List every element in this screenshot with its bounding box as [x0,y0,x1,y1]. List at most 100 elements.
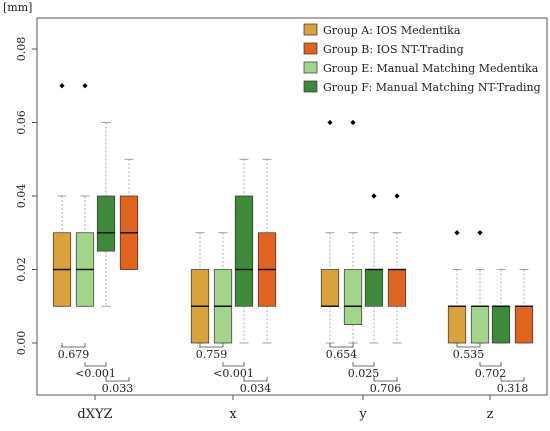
outlier-point [371,193,377,199]
box-dXYZ-B [119,158,139,270]
box-x-B [257,158,277,344]
bracket-line [479,362,502,367]
box-x-E [213,232,233,344]
x-category-label: z [487,407,494,422]
bracket-line [199,343,224,348]
bracket-line [61,343,86,348]
p-value-bracket: 0.654 [326,343,358,361]
box-body [234,195,254,307]
bracket-line [352,362,375,367]
y-axis-unit-label: [mm] [3,1,32,14]
outlier-point [82,83,88,89]
box-y-E [343,119,363,344]
outlier-point [327,119,333,126]
bracket-line [329,343,354,348]
legend-entry: Group A: IOS Medentika [303,23,461,37]
boxes-layer [52,83,534,344]
y-tick-label: 0.02 [15,257,28,282]
box-body [514,305,534,344]
p-value-brackets: 0.679 <0.001 0.033 0.759 <0.001 0.034 0.654 0.0… [58,343,529,395]
bracket-line [500,377,525,382]
outlier-point [59,83,65,89]
legend-entry: Group B: IOS NT-Trading [303,42,464,56]
legend-swatch [303,80,318,93]
p-value-bracket: 0.025 [348,362,380,380]
p-value-bracket: 0.679 [58,343,90,361]
box-body [470,305,490,344]
legend-label: Group F: Manual Matching NT-Trading [323,81,541,94]
p-value-bracket: <0.001 [213,362,254,380]
box-body [447,305,467,344]
box-z-F [491,269,511,344]
box-body [320,269,340,307]
p-value-label: 0.034 [240,382,272,395]
y-tick-label: 0.00 [15,331,28,356]
legend-swatch [303,61,318,74]
p-value-label: 0.318 [497,382,529,395]
y-tick-label: 0.08 [15,37,28,62]
box-y-B [387,193,407,344]
bracket-line [105,377,130,382]
x-category-label: dXYZ [77,407,112,422]
bracket-line [373,377,398,382]
p-value-bracket: 0.033 [102,377,134,395]
p-value-label: 0.025 [348,367,380,380]
bracket-line [84,362,107,367]
p-value-bracket: 0.034 [240,377,272,395]
legend: Group A: IOS Medentika Group B: IOS NT-Tr… [303,23,541,94]
box-dXYZ-F [96,122,116,307]
p-value-bracket: 0.318 [497,377,529,395]
legend-label: Group A: IOS Medentika [323,24,461,37]
box-z-E [470,230,490,344]
box-body [343,269,363,325]
x-category-label: y [358,407,367,422]
box-x-A [190,232,210,344]
x-category-label: x [229,407,237,422]
box-z-B [514,269,534,344]
y-axis: 0.00 0.02 0.04 0.06 0.08 [15,37,37,356]
outlier-point [350,119,356,126]
p-value-label: <0.001 [213,367,254,380]
box-dXYZ-A [52,83,72,307]
box-body [387,269,407,307]
box-dXYZ-E [75,83,95,307]
outlier-point [477,230,483,236]
p-value-label: 0.702 [475,367,507,380]
legend-swatch [303,23,318,36]
p-value-bracket: 0.535 [453,343,485,361]
box-body [364,269,384,307]
legend-label: Group B: IOS NT-Trading [323,43,464,56]
p-value-label: 0.706 [370,382,402,395]
box-x-F [234,158,254,344]
y-tick-label: 0.04 [15,184,28,209]
legend-label: Group E: Manual Matching Medentika [323,62,539,75]
plot-frame [36,17,548,396]
legend-entry: Group F: Manual Matching NT-Trading [303,80,541,94]
p-value-bracket: 0.702 [475,362,507,380]
p-value-label: 0.654 [326,348,358,361]
p-value-label: 0.679 [58,348,90,361]
box-body [96,195,116,252]
outlier-point [394,193,400,199]
p-value-label: 0.535 [453,348,485,361]
box-z-A [447,230,467,344]
p-value-label: <0.001 [75,367,116,380]
x-axis-categories: dXYZ x y z [77,395,494,422]
legend-swatch [303,42,318,55]
legend-entry: Group E: Manual Matching Medentika [303,61,539,75]
p-value-label: 0.759 [196,348,228,361]
y-tick-label: 0.06 [15,110,28,135]
p-value-bracket: 0.706 [370,377,402,395]
p-value-label: 0.033 [102,382,134,395]
bracket-line [222,362,245,367]
box-y-F [364,193,384,344]
box-y-A [320,119,340,344]
p-value-bracket: <0.001 [75,362,116,380]
outlier-point [454,230,460,236]
p-value-bracket: 0.759 [196,343,228,361]
bracket-line [243,377,268,382]
bracket-line [456,343,481,348]
box-body [491,305,511,344]
